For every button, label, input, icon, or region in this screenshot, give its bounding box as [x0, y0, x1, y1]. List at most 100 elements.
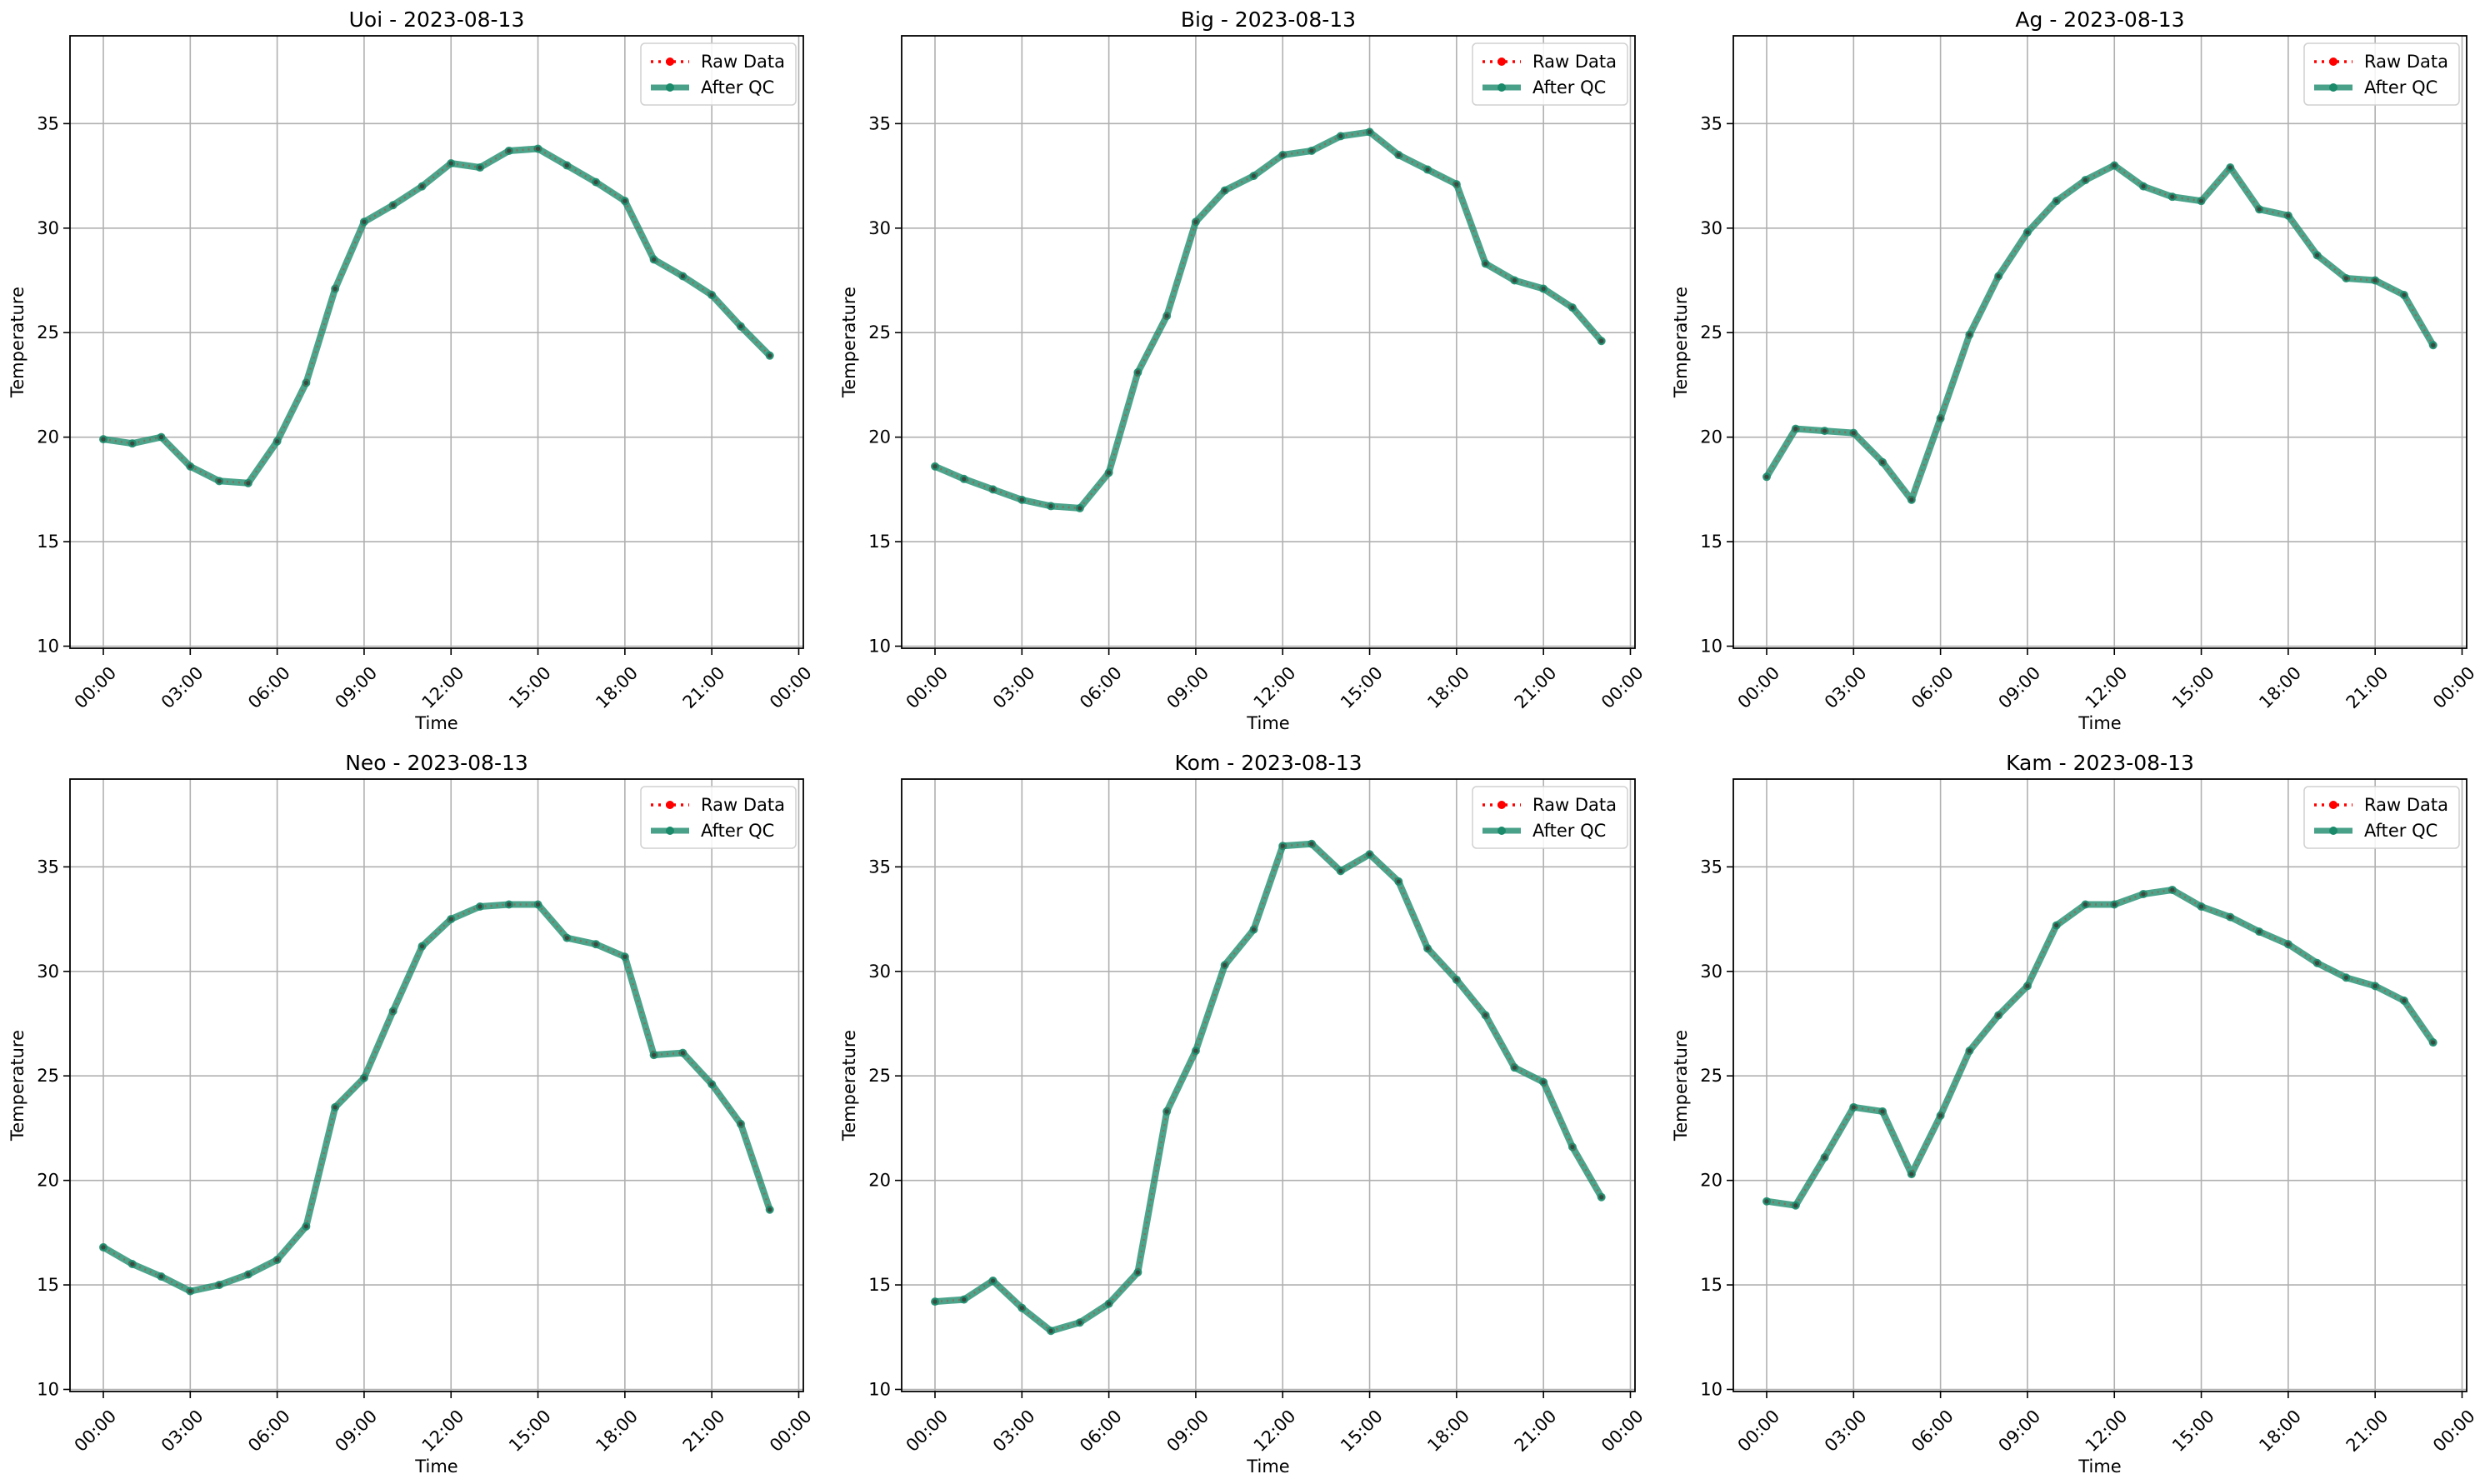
raw-data-point: [1570, 305, 1575, 310]
raw-data-point: [1425, 167, 1430, 172]
x-tick-label: 18:00: [592, 662, 642, 712]
y-tick-label: 15: [37, 532, 59, 552]
x-tick-label: 00:00: [1598, 662, 1648, 712]
raw-data-point: [1251, 173, 1257, 178]
raw-data-point: [1454, 977, 1459, 982]
y-tick-label: 25: [868, 1066, 891, 1086]
raw-data-point: [1483, 1012, 1488, 1018]
x-tick-label: 00:00: [766, 662, 816, 712]
x-tick-label: 00:00: [766, 1406, 816, 1456]
raw-data-point: [1019, 497, 1024, 502]
chart-panel: 10 15 20 25 30 35 00:00 03:00 06:00 09:00 12:00 15:…: [839, 751, 1648, 1477]
raw-data-point: [738, 324, 743, 329]
raw-data-point: [1135, 370, 1140, 375]
raw-data-point: [2402, 998, 2407, 1003]
raw-data-point: [738, 1122, 743, 1127]
y-tick-label: 20: [1700, 427, 1722, 447]
raw-data-point: [535, 146, 541, 152]
raw-data-point: [448, 917, 453, 922]
axes-frame: [1732, 35, 2468, 649]
raw-data-point: [1078, 1320, 1082, 1325]
raw-data-point: [2170, 887, 2175, 892]
raw-data-point: [1309, 148, 1314, 153]
raw-data-point: [1280, 843, 1285, 848]
raw-data-point: [2257, 207, 2262, 212]
raw-data-point: [101, 1245, 106, 1250]
raw-data-point: [217, 478, 222, 483]
panel-title: Kam - 2023-08-13: [2006, 751, 2194, 775]
raw-data-point: [362, 1076, 367, 1081]
legend: Raw Data After QC: [1472, 42, 1628, 106]
raw-data-point: [246, 481, 251, 486]
x-tick-label: 00:00: [1734, 1406, 1784, 1456]
x-tick-label: 21:00: [2342, 1406, 2392, 1456]
x-tick-label: 21:00: [1511, 1406, 1561, 1456]
raw-data-point: [478, 165, 482, 170]
x-tick-label: 21:00: [1511, 662, 1561, 712]
raw-data-point: [275, 439, 280, 444]
x-tick-label: 18:00: [1423, 1406, 1473, 1456]
legend: Raw Data After QC: [2303, 786, 2460, 849]
y-tick-label: 10: [868, 636, 891, 656]
series-line-after-qc: [932, 128, 1605, 512]
raw-data-point: [332, 286, 338, 292]
y-tick-label: 30: [37, 218, 59, 238]
raw-data-point: [1280, 152, 1285, 157]
raw-data-point: [188, 464, 192, 469]
raw-data-point: [1338, 868, 1343, 873]
x-tick-label: 15:00: [505, 662, 555, 712]
raw-data-point: [1338, 133, 1343, 139]
raw-data-point: [1367, 129, 1372, 134]
raw-data-point: [1222, 188, 1228, 193]
x-tick-label: 12:00: [1250, 1406, 1300, 1456]
legend-label-after-qc: After QC: [701, 821, 774, 841]
raw-data-point: [2228, 165, 2232, 170]
raw-data-point: [2198, 904, 2204, 909]
raw-data-point: [1541, 1080, 1546, 1085]
y-tick-label: 35: [868, 113, 891, 133]
raw-data-point: [2343, 276, 2348, 281]
raw-data-point: [1793, 1203, 1798, 1208]
series-line-after-qc: [100, 145, 773, 487]
series-line-raw-data: [1765, 164, 2434, 502]
raw-data-point: [1048, 503, 1053, 509]
raw-data-point: [2402, 292, 2407, 297]
x-tick-label: 15:00: [2168, 1406, 2218, 1456]
x-tick-label: 00:00: [1598, 1406, 1648, 1456]
raw-data-point: [2286, 213, 2291, 218]
x-tick-label: 21:00: [679, 1406, 729, 1456]
chart-panel: 10 15 20 25 30 35 00:00 03:00 06:00 09:00 12:00 15:…: [8, 751, 816, 1477]
x-tick-label: 09:00: [1994, 662, 2044, 712]
y-tick-label: 10: [37, 1379, 59, 1399]
legend-label-after-qc: After QC: [701, 77, 774, 97]
legend-marker-after-qc: [666, 83, 674, 92]
raw-data-point: [188, 1288, 192, 1294]
legend: Raw Data After QC: [2303, 42, 2460, 106]
raw-data-point: [303, 380, 308, 386]
y-tick-label: 35: [1700, 857, 1722, 877]
legend-label-after-qc: After QC: [1532, 77, 1606, 97]
legend-label-after-qc: After QC: [2364, 77, 2438, 97]
y-tick-label: 25: [1700, 322, 1722, 342]
raw-data-point: [2112, 902, 2117, 907]
raw-data-point: [2315, 961, 2320, 966]
x-tick-label: 12:00: [2082, 662, 2132, 712]
y-tick-label: 20: [1700, 1171, 1722, 1191]
series-line-raw-data: [934, 131, 1602, 510]
y-tick-label: 15: [868, 532, 891, 552]
y-tick-label: 20: [37, 1171, 59, 1191]
raw-data-point: [1193, 1048, 1198, 1053]
x-axis-label: Time: [1246, 713, 1289, 733]
x-tick-label: 09:00: [1162, 1406, 1212, 1456]
y-tick-label: 20: [868, 1171, 891, 1191]
x-tick-label: 00:00: [71, 662, 121, 712]
raw-data-point: [1048, 1328, 1053, 1333]
chart-panel: 10 15 20 25 30 35 00:00 03:00 06:00 09:00 12:00 15:…: [8, 7, 816, 733]
x-axis-label: Time: [414, 1457, 458, 1477]
x-tick-label: 21:00: [679, 662, 729, 712]
raw-data-point: [507, 148, 512, 153]
x-tick-label: 12:00: [2082, 1406, 2132, 1456]
y-tick-label: 30: [868, 218, 891, 238]
x-tick-label: 18:00: [1423, 662, 1473, 712]
legend-marker-raw-data: [2329, 57, 2338, 66]
